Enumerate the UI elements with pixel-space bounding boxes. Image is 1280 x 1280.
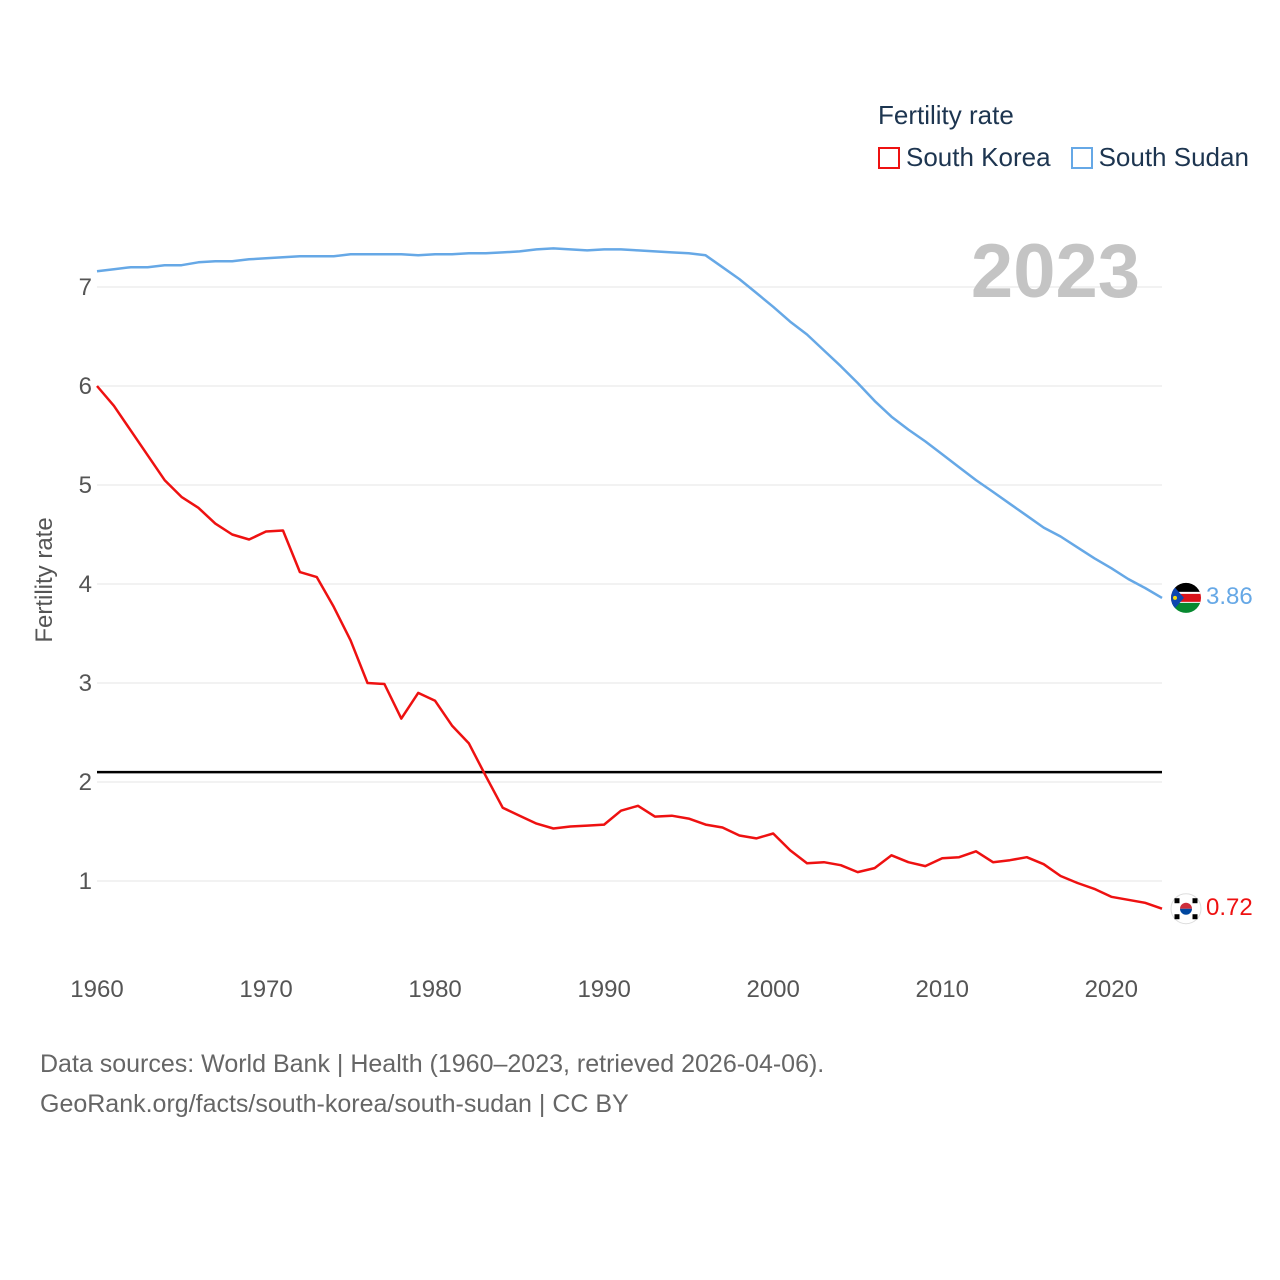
legend-item-south-korea[interactable]: South Korea (878, 142, 1051, 173)
x-tick-label-1980: 1980 (408, 976, 461, 1003)
x-tick-label-1960: 1960 (70, 976, 123, 1003)
footer-source: Data sources: World Bank | Health (1960–… (40, 1050, 825, 1078)
legend-label-south-korea: South Korea (906, 142, 1051, 172)
end-value-south-korea: 0.72 (1206, 893, 1253, 921)
south-sudan-flag-icon (1171, 582, 1201, 613)
south-korea-flag-icon (1170, 893, 1202, 925)
y-tick-label-6: 6 (79, 373, 92, 400)
legend: South Korea South Sudan (878, 142, 1269, 173)
series-line-south-korea (96, 385, 1163, 910)
y-tick-labels: 1 2 3 4 5 6 7 (79, 274, 92, 895)
legend-item-south-sudan[interactable]: South Sudan (1070, 142, 1249, 173)
y-tick-label-3: 3 (79, 670, 92, 697)
x-tick-label-2020: 2020 (1085, 976, 1138, 1003)
footer-link[interactable]: GeoRank.org/facts/south-korea/south-suda… (40, 1090, 629, 1118)
y-tick-label-2: 2 (79, 769, 92, 796)
footer: Data sources: World Bank | Health (1960–… (40, 1044, 824, 1124)
legend-title: Fertility rate (878, 100, 1014, 130)
x-tick-label-1990: 1990 (577, 976, 630, 1003)
year-label: 2023 (970, 229, 1140, 314)
y-tick-label-5: 5 (79, 472, 92, 499)
x-tick-label-1970: 1970 (239, 976, 292, 1003)
series-lines (96, 247, 1163, 910)
legend-label-south-sudan: South Sudan (1098, 142, 1249, 172)
y-axis-label: Fertility rate (31, 517, 58, 642)
x-tick-label-2010: 2010 (916, 976, 969, 1003)
grid-lines (97, 286, 1162, 882)
y-tick-label-4: 4 (79, 571, 92, 598)
y-tick-label-7: 7 (79, 274, 92, 301)
end-flags (1170, 582, 1202, 925)
legend-swatch-south-korea (878, 146, 900, 169)
legend-swatch-south-sudan (1070, 146, 1093, 169)
end-value-south-sudan: 3.86 (1206, 582, 1253, 610)
y-tick-label-1: 1 (79, 868, 92, 895)
x-tick-labels: 1960 1970 1980 1990 2000 2010 2020 (70, 976, 1138, 1003)
x-tick-label-2000: 2000 (746, 976, 799, 1003)
series-line-south-sudan (96, 247, 1163, 599)
